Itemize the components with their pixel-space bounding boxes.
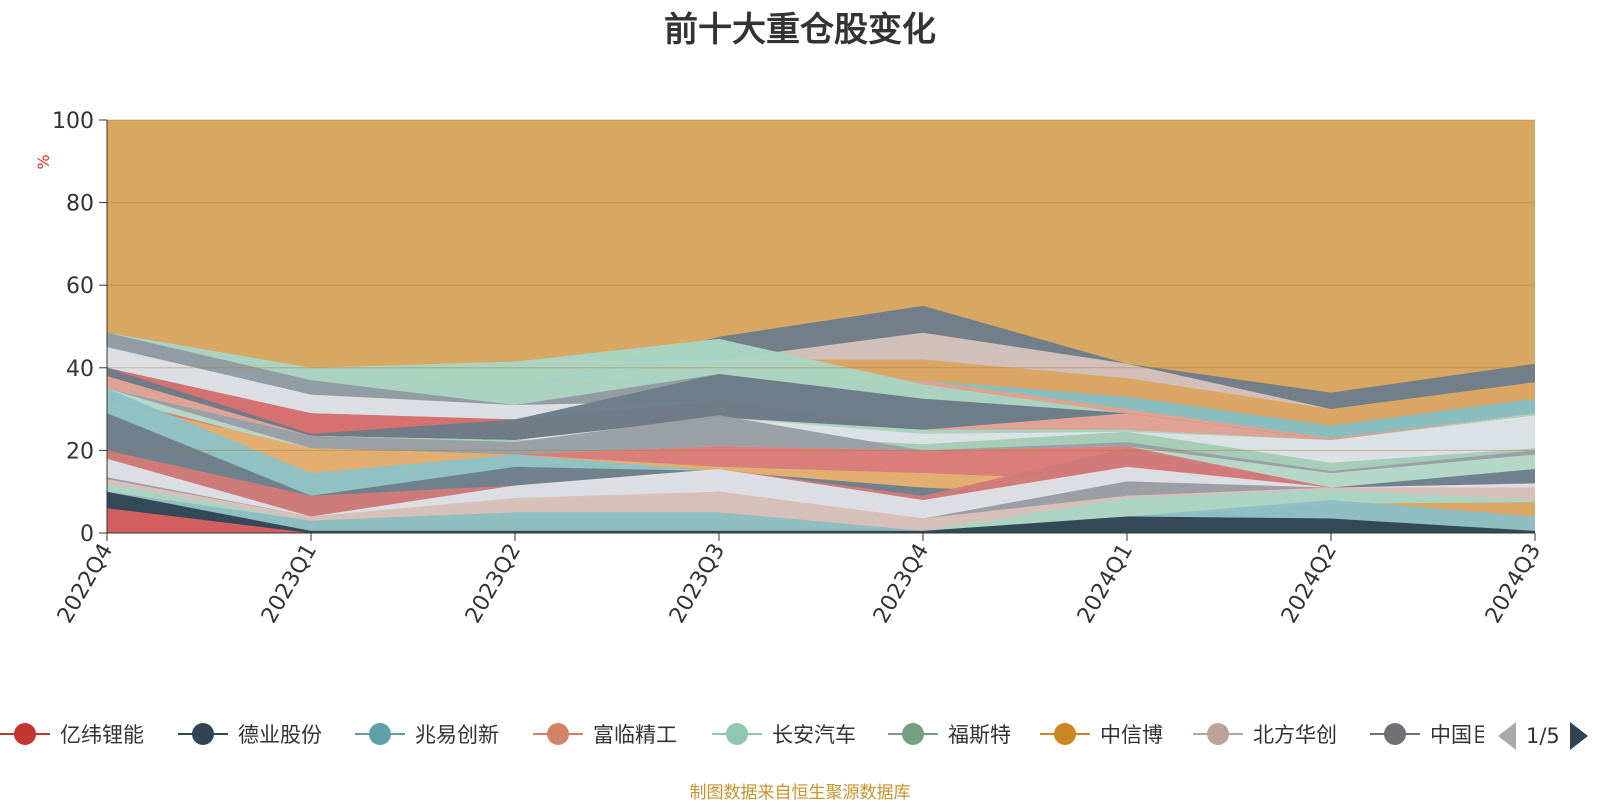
legend-label: 兆易创新 xyxy=(415,723,499,747)
legend: 亿纬锂能 德业股份 兆易创新 富临精工 长安汽车 福斯特 中信博 北方华创 中国巨石 1/5 xyxy=(0,714,1600,754)
legend-marker-icon xyxy=(712,720,762,748)
legend-marker-icon xyxy=(355,720,405,748)
legend-items: 亿纬锂能 德业股份 兆易创新 富临精工 长安汽车 福斯特 中信博 北方华创 中国巨石 xyxy=(0,714,1484,754)
x-tick-label: 2023Q2 xyxy=(461,540,526,628)
legend-marker-icon xyxy=(1040,720,1090,748)
x-tick-label: 2024Q3 xyxy=(1481,540,1546,628)
y-axis-label: % xyxy=(34,154,53,169)
legend-marker-icon xyxy=(533,720,583,748)
legend-item[interactable]: 北方华创 xyxy=(1193,720,1337,748)
legend-label: 福斯特 xyxy=(948,723,1011,747)
legend-page-text: 1/5 xyxy=(1526,724,1560,748)
legend-item[interactable]: 中信博 xyxy=(1040,720,1163,748)
source-note: 制图数据来自恒生聚源数据库 xyxy=(689,783,911,803)
legend-item[interactable]: 亿纬锂能 xyxy=(0,720,144,748)
x-tick-label: 2023Q1 xyxy=(257,540,322,628)
legend-label: 富临精工 xyxy=(593,723,677,747)
y-tick-label: 20 xyxy=(66,439,94,464)
legend-prev-icon[interactable] xyxy=(1498,722,1516,750)
legend-item[interactable]: 长安汽车 xyxy=(712,720,856,748)
area-layer-31 xyxy=(107,491,1535,533)
y-tick-label: 40 xyxy=(66,357,94,382)
legend-marker-icon xyxy=(178,720,228,748)
legend-label: 北方华创 xyxy=(1253,723,1337,747)
legend-marker-icon xyxy=(1193,720,1243,748)
legend-next-icon[interactable] xyxy=(1569,722,1588,750)
area-layer-32 xyxy=(107,508,1535,533)
legend-label: 中国巨石 xyxy=(1430,723,1484,747)
x-tick-label: 2023Q3 xyxy=(665,540,730,628)
legend-item[interactable]: 富临精工 xyxy=(533,720,677,748)
legend-marker-icon xyxy=(1370,720,1420,748)
x-tick-label: 2024Q2 xyxy=(1277,540,1342,628)
legend-item[interactable]: 兆易创新 xyxy=(355,720,499,748)
legend-label: 中信博 xyxy=(1100,723,1163,747)
legend-item[interactable]: 中国巨石 xyxy=(1370,720,1484,748)
y-tick-label: 0 xyxy=(80,522,94,547)
legend-pager: 1/5 xyxy=(1498,722,1588,750)
legend-item[interactable]: 福斯特 xyxy=(888,720,1011,748)
x-tick-label: 2022Q4 xyxy=(53,540,118,628)
x-tick-label: 2024Q1 xyxy=(1073,540,1138,628)
y-tick-label: 80 xyxy=(66,192,94,217)
x-tick-label: 2023Q4 xyxy=(869,540,934,628)
legend-marker-icon xyxy=(888,720,938,748)
legend-label: 长安汽车 xyxy=(772,723,856,747)
y-tick-label: 60 xyxy=(66,274,94,299)
legend-marker-icon xyxy=(0,720,50,748)
legend-label: 亿纬锂能 xyxy=(60,723,144,747)
legend-item[interactable]: 德业股份 xyxy=(178,720,322,748)
legend-label: 德业股份 xyxy=(238,723,322,747)
stacked-area-chart: 0 20 40 60 80 100% 2022Q4 2023Q1 2023Q2 2023Q3 202… xyxy=(34,109,1546,628)
chart-title: 前十大重仓股变化 xyxy=(664,10,936,50)
y-tick-label: 100 xyxy=(52,109,94,134)
